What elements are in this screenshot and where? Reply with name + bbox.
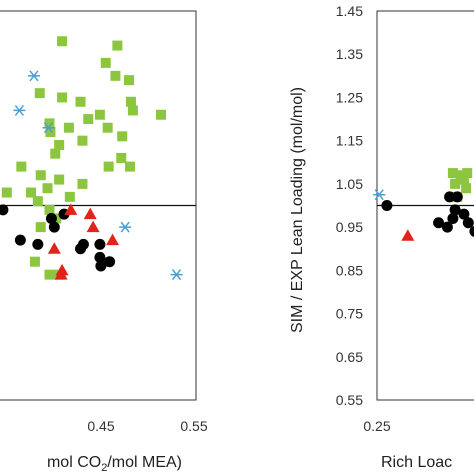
left-square-point-1 [100, 57, 111, 68]
right-y-tick-label-8: 0.65 [336, 349, 363, 365]
left-circle-point-3 [45, 212, 57, 224]
right-y-tick-label-1: 1.35 [336, 46, 363, 62]
left-circle-point-7 [94, 238, 106, 250]
left-circle-point-0 [0, 204, 9, 216]
right-x-tick-label-0: 0.25 [363, 418, 390, 434]
left-square-point-36 [29, 256, 40, 267]
left-square-point-28 [77, 178, 88, 189]
right-circle-point-4 [451, 191, 463, 203]
left-circle-point-9 [104, 256, 116, 268]
left-chart-panel: 0.45 0.55 mol CO2/mol MEA) [0, 10, 208, 474]
left-square-point-34 [35, 222, 46, 233]
left-square-point-37 [44, 269, 55, 280]
left-triangle-point-0 [64, 203, 78, 215]
left-square-point-32 [44, 204, 55, 215]
left-x-axis-label: mol CO2/mol MEA) [47, 454, 182, 474]
left-square-point-16 [54, 139, 65, 150]
right-y-tick-label-9: 0.55 [336, 392, 363, 408]
left-square-point-23 [35, 170, 46, 181]
right-y-tick-label-7: 0.75 [336, 306, 363, 322]
left-triangle-point-2 [86, 220, 100, 233]
left-square-point-24 [16, 161, 27, 172]
right-y-tick-label-4: 1.05 [336, 176, 363, 192]
right-y-tick-label-2: 1.25 [336, 89, 363, 105]
right-chart-panel: 1.45 1.35 1.25 1.15 1.05 0.95 0.85 0.75 0.65 0.55… [289, 3, 474, 471]
left-square-point-7 [75, 96, 86, 107]
left-square-point-10 [127, 105, 138, 116]
left-asterisk-point-4 [170, 269, 183, 281]
left-square-point-35 [1, 187, 12, 198]
left-square-point-19 [77, 135, 88, 146]
left-asterisk-point-0 [27, 70, 40, 82]
left-square-point-26 [26, 187, 37, 198]
left-square-point-11 [156, 109, 167, 120]
left-triangle-point-6 [54, 268, 68, 280]
left-square-point-14 [117, 131, 128, 142]
left-triangle-point-1 [83, 207, 97, 220]
left-square-point-12 [44, 118, 55, 129]
left-circle-point-5 [48, 221, 60, 233]
left-data-marks [0, 36, 183, 281]
left-square-point-3 [124, 75, 135, 86]
left-square-point-18 [63, 122, 74, 133]
right-circle-point-2 [444, 191, 456, 203]
right-y-tick-label-5: 0.95 [336, 219, 363, 235]
left-square-point-9 [125, 96, 136, 107]
left-square-point-31 [32, 196, 43, 207]
left-square-point-17 [50, 148, 61, 159]
left-circle-point-10 [95, 260, 107, 272]
right-y-tick-label-3: 1.15 [336, 133, 363, 149]
left-square-point-4 [110, 70, 121, 81]
left-square-point-20 [102, 122, 113, 133]
left-circle-point-2 [32, 238, 44, 250]
left-square-point-21 [124, 161, 135, 172]
right-data-marks [373, 168, 474, 241]
left-square-point-25 [54, 174, 65, 185]
left-square-point-27 [42, 183, 53, 194]
right-circle-point-5 [447, 212, 459, 224]
right-square-point-2 [462, 168, 473, 179]
right-triangle-point-0 [401, 229, 415, 241]
left-triangle-point-3 [47, 242, 61, 254]
left-asterisk-point-2 [42, 122, 55, 134]
left-x-tick-label-1: 0.55 [180, 418, 207, 434]
right-y-tick-labels: 1.45 1.35 1.25 1.15 1.05 0.95 0.85 0.75 0.65 0.55 [336, 3, 363, 408]
right-square-point-3 [458, 174, 469, 185]
left-square-point-22 [116, 152, 127, 163]
left-square-point-6 [57, 92, 68, 103]
right-square-point-5 [461, 183, 472, 194]
right-circle-point-1 [433, 217, 445, 229]
left-square-point-5 [34, 88, 45, 99]
right-x-axis-label: Rich Loac [381, 454, 452, 471]
right-circle-point-6 [462, 217, 474, 229]
left-x-tick-label-0: 0.45 [87, 418, 114, 434]
left-asterisk-point-1 [13, 104, 26, 116]
right-circle-point-3 [449, 204, 461, 216]
left-square-point-13 [83, 114, 94, 125]
right-circle-point-0 [381, 200, 393, 211]
left-triangle-point-4 [106, 233, 120, 246]
left-square-point-15 [45, 127, 56, 138]
right-asterisk-point-0 [373, 189, 386, 201]
right-circle-point-8 [469, 226, 474, 237]
left-circle-point-11 [75, 243, 87, 255]
right-circle-point-9 [441, 221, 453, 233]
left-square-point-2 [112, 40, 123, 51]
right-y-tick-label-6: 0.85 [336, 262, 363, 278]
left-circle-point-8 [94, 251, 106, 263]
right-y-tick-label-0: 1.45 [336, 3, 363, 19]
right-square-point-0 [447, 168, 458, 179]
left-square-point-30 [103, 161, 114, 172]
left-square-point-0 [57, 36, 68, 47]
right-y-axis-label: SIM / EXP Lean Loading (mol/mol) [289, 87, 306, 333]
left-square-point-29 [64, 191, 75, 202]
left-circle-point-1 [14, 234, 26, 246]
right-circle-point-7 [458, 208, 470, 220]
right-square-point-4 [450, 178, 461, 189]
left-square-point-8 [94, 109, 105, 120]
left-asterisk-point-3 [119, 221, 132, 233]
